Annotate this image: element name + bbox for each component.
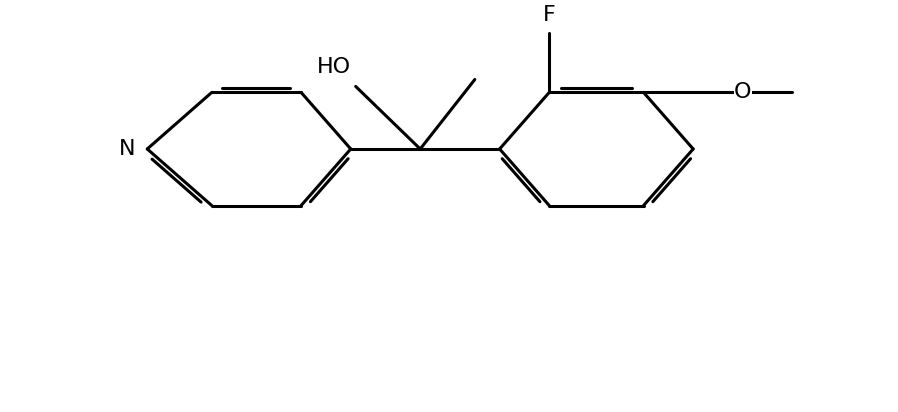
Text: O: O — [734, 82, 752, 103]
Text: N: N — [119, 139, 136, 159]
Text: HO: HO — [317, 56, 351, 77]
Text: F: F — [543, 5, 556, 25]
